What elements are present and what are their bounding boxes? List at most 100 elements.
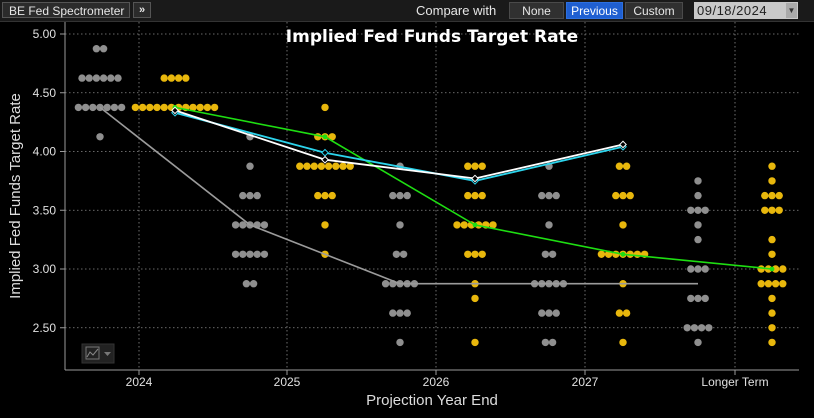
current-dot (346, 162, 354, 170)
chart-title: Implied Fed Funds Target Rate (286, 27, 578, 47)
previous-dot (396, 309, 404, 317)
market-current-marker (321, 155, 329, 164)
current-dot (310, 162, 318, 170)
previous-dot (74, 103, 83, 112)
current-dot (768, 162, 776, 170)
previous-dot (403, 309, 411, 317)
lines-layer (99, 105, 775, 285)
current-dot (757, 265, 765, 273)
y-ticks: 2.50 3.00 3.50 4.00 4.50 5.00 (33, 27, 65, 335)
previous-dot (253, 191, 261, 200)
current-dot (489, 221, 497, 229)
chart-type-button[interactable] (81, 343, 115, 364)
previous-dot (545, 309, 553, 317)
previous-dot (396, 221, 404, 229)
previous-dot (389, 309, 397, 317)
market-current-marker (171, 106, 179, 115)
previous-dot (96, 133, 104, 141)
previous-dot (403, 191, 411, 200)
current-dot (768, 309, 776, 317)
compare-custom-button[interactable]: Custom (625, 2, 683, 19)
previous-dot (687, 206, 695, 214)
x-tick-label: 2027 (572, 375, 599, 389)
previous-dot (99, 45, 108, 53)
current-dot (775, 206, 783, 214)
current-dot (160, 103, 168, 112)
current-dot (779, 280, 787, 288)
previous-dot (381, 280, 390, 288)
current-dot (622, 162, 631, 170)
calendar-dropdown-icon[interactable]: ▼ (786, 3, 797, 18)
current-dot (317, 162, 326, 170)
previous-dot (694, 294, 702, 303)
current-dot (612, 191, 620, 200)
previous-dot (89, 103, 97, 112)
previous-dot (545, 191, 553, 200)
current-dot (757, 280, 765, 288)
previous-dot (538, 191, 546, 200)
previous-dot (694, 206, 702, 214)
previous-dot (260, 250, 269, 258)
current-dot (203, 103, 212, 112)
current-dot (771, 265, 780, 273)
current-dot (771, 280, 780, 288)
function-name-field[interactable]: BE Fed Spectrometer (2, 2, 130, 18)
previous-dot (260, 221, 269, 229)
market-previous-line (174, 111, 624, 182)
previous-dot (107, 74, 115, 82)
previous-dot (92, 45, 101, 53)
current-dot (775, 191, 783, 200)
previous-dot (246, 162, 254, 170)
current-dot (619, 221, 627, 229)
previous-dot (701, 206, 709, 214)
current-dot (615, 162, 624, 170)
previous-dot (85, 74, 93, 82)
current-dot (328, 191, 336, 200)
median-current-marker (769, 266, 775, 272)
previous-dot (541, 250, 550, 258)
previous-dot (538, 309, 546, 317)
current-dot (768, 177, 776, 185)
previous-dot (694, 221, 702, 229)
previous-dot (103, 103, 111, 112)
previous-dot (541, 338, 550, 347)
previous-dot (694, 177, 702, 185)
median-current-marker (620, 251, 626, 257)
previous-dot (92, 74, 101, 82)
previous-dot (253, 250, 261, 258)
previous-dot (701, 265, 709, 273)
current-dot (303, 162, 311, 170)
previous-dot (694, 338, 702, 347)
compare-previous-button[interactable]: Previous (566, 2, 623, 19)
current-dot (626, 191, 634, 200)
expand-arrows-icon[interactable]: » (133, 2, 151, 18)
current-dot (768, 235, 776, 244)
current-dot (615, 309, 624, 317)
previous-dot (694, 265, 702, 273)
compare-label: Compare with (416, 3, 497, 18)
x-tick-label: 2026 (423, 375, 450, 389)
current-dot (471, 191, 479, 200)
current-dot (761, 191, 769, 200)
previous-dot (396, 191, 404, 200)
current-dot (464, 191, 472, 200)
current-dot (768, 206, 776, 214)
current-dot (296, 162, 304, 170)
current-dot (138, 103, 147, 112)
x-tick-label: 2025 (274, 375, 301, 389)
previous-dot (246, 191, 254, 200)
compare-none-button[interactable]: None (509, 2, 564, 19)
y-axis-label: Implied Fed Funds Target Rate (7, 93, 24, 299)
current-dot (314, 191, 322, 200)
previous-dot (246, 250, 254, 258)
current-dot (768, 324, 776, 332)
current-dot (471, 294, 479, 303)
current-dot (174, 74, 183, 82)
date-field[interactable]: 09/18/2024 (694, 2, 798, 19)
current-dot (189, 103, 197, 112)
previous-dot (81, 103, 90, 112)
previous-dot (687, 265, 695, 273)
previous-dot (231, 250, 240, 258)
x-tick-label: 2024 (126, 375, 153, 389)
